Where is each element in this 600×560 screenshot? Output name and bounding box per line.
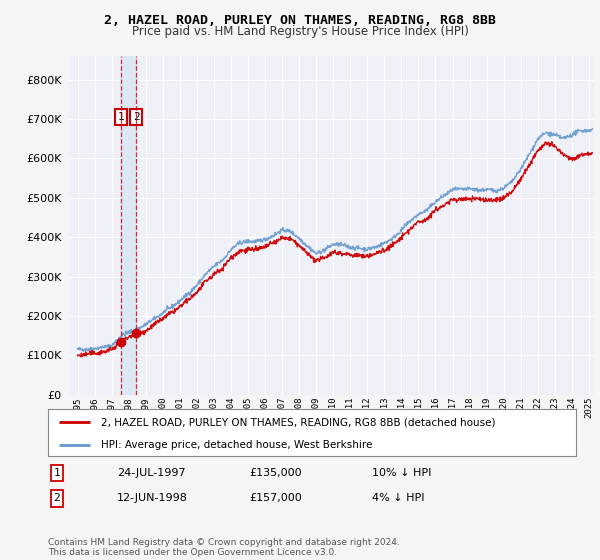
Text: 1: 1	[118, 112, 124, 122]
Text: 12-JUN-1998: 12-JUN-1998	[117, 493, 188, 503]
Text: Contains HM Land Registry data © Crown copyright and database right 2024.
This d: Contains HM Land Registry data © Crown c…	[48, 538, 400, 557]
Text: 1: 1	[53, 468, 61, 478]
Text: 2: 2	[133, 112, 140, 122]
Text: HPI: Average price, detached house, West Berkshire: HPI: Average price, detached house, West…	[101, 440, 372, 450]
Text: 2: 2	[53, 493, 61, 503]
Text: 2, HAZEL ROAD, PURLEY ON THAMES, READING, RG8 8BB: 2, HAZEL ROAD, PURLEY ON THAMES, READING…	[104, 14, 496, 27]
Text: 4% ↓ HPI: 4% ↓ HPI	[372, 493, 425, 503]
Text: 24-JUL-1997: 24-JUL-1997	[117, 468, 185, 478]
Bar	[121, 56, 136, 395]
Text: £135,000: £135,000	[249, 468, 302, 478]
Text: 2, HAZEL ROAD, PURLEY ON THAMES, READING, RG8 8BB (detached house): 2, HAZEL ROAD, PURLEY ON THAMES, READING…	[101, 417, 496, 427]
Text: £157,000: £157,000	[249, 493, 302, 503]
Text: 10% ↓ HPI: 10% ↓ HPI	[372, 468, 431, 478]
Text: Price paid vs. HM Land Registry's House Price Index (HPI): Price paid vs. HM Land Registry's House …	[131, 25, 469, 38]
